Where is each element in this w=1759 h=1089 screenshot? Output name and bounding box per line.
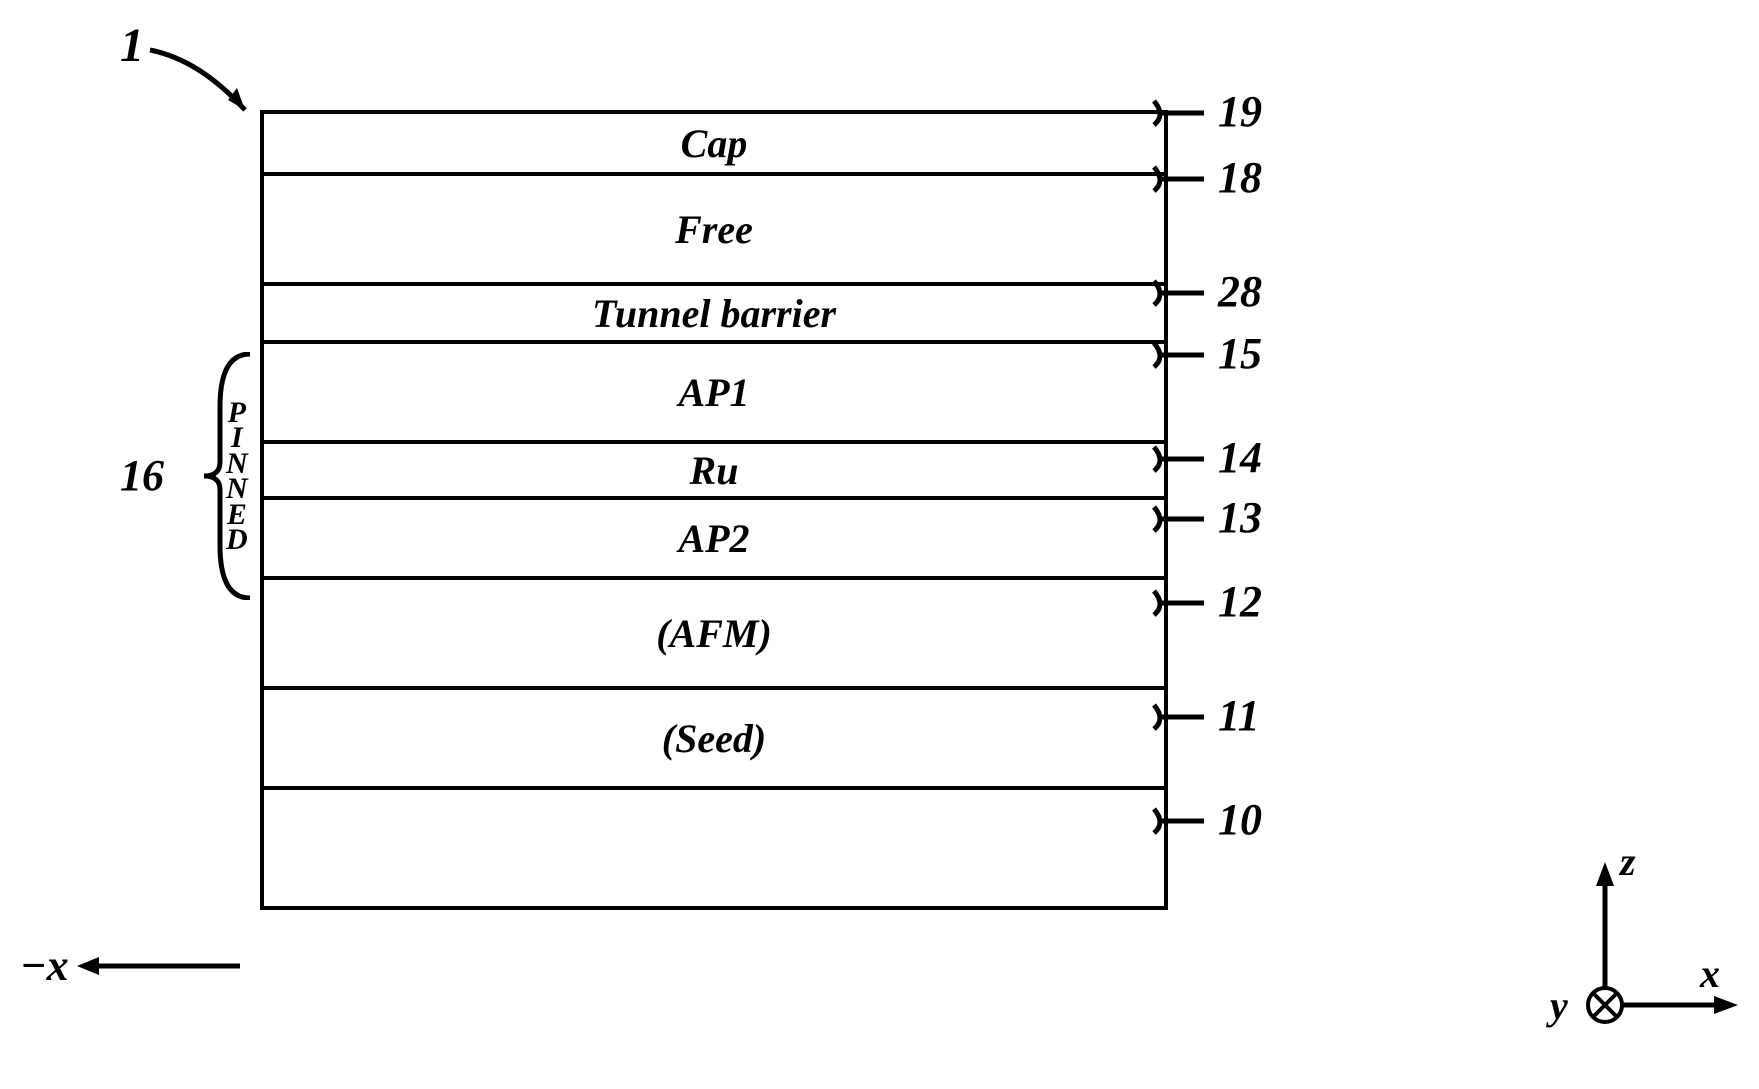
ref-number: 15: [1218, 328, 1262, 379]
pinned-ref-number: 16: [120, 450, 164, 501]
layer-row: Free: [264, 176, 1164, 286]
ref-number: 14: [1218, 432, 1262, 483]
ref-tick-icon: [1152, 805, 1202, 835]
ref-tick-icon: [1152, 443, 1202, 473]
layer-label: Ru: [690, 447, 739, 494]
ref-tick-icon: [1152, 503, 1202, 533]
layer-row: AP1: [264, 344, 1164, 444]
layer-label: Cap: [681, 120, 748, 167]
layer-row: AP2: [264, 500, 1164, 580]
axis-y-label: y: [1550, 982, 1568, 1029]
layer-label: Tunnel barrier: [592, 290, 836, 337]
layer-row: (AFM): [264, 580, 1164, 690]
layer-label: AP1: [678, 369, 749, 416]
ref-number: 12: [1218, 576, 1262, 627]
layer-label: (AFM): [656, 610, 772, 657]
layer-label: AP2: [678, 515, 749, 562]
coordinate-axes: z x y: [1490, 800, 1750, 1060]
layer-row: Cap: [264, 114, 1164, 176]
neg-x-label: −x: [20, 940, 69, 991]
axis-z-label: z: [1620, 838, 1636, 885]
ref-number: 18: [1218, 152, 1262, 203]
layer-row: [264, 790, 1164, 910]
layer-row: (Seed): [264, 690, 1164, 790]
pinned-vertical-label: PINNED: [226, 372, 248, 580]
ref-number: 10: [1218, 794, 1262, 845]
layer-label: Free: [675, 206, 753, 253]
ref-number: 13: [1218, 492, 1262, 543]
ref-tick-icon: [1152, 701, 1202, 731]
axis-x-label: x: [1700, 950, 1720, 997]
layer-row: Tunnel barrier: [264, 286, 1164, 344]
layer-stack: Cap Free Tunnel barrier AP1 Ru AP2 (AFM) (Seed): [260, 110, 1168, 910]
figure-pointer: [140, 40, 270, 135]
figure-pointer-label: 1: [120, 18, 144, 73]
pinned-letter: D: [226, 527, 248, 553]
ref-number: 28: [1218, 266, 1262, 317]
neg-x-arrow-icon: [75, 951, 245, 981]
neg-x-axis: −x: [20, 940, 245, 991]
ref-tick-icon: [1152, 339, 1202, 369]
layer-row: Ru: [264, 444, 1164, 500]
ref-number: 19: [1218, 86, 1262, 137]
ref-tick-icon: [1152, 163, 1202, 193]
ref-number: 11: [1218, 690, 1260, 741]
ref-tick-icon: [1152, 97, 1202, 127]
ref-tick-icon: [1152, 587, 1202, 617]
layer-label: (Seed): [662, 715, 766, 762]
ref-tick-icon: [1152, 277, 1202, 307]
figure-canvas: 1 Cap Free Tunnel barrier AP1 Ru AP2 (AFM) (See…: [0, 0, 1759, 1089]
